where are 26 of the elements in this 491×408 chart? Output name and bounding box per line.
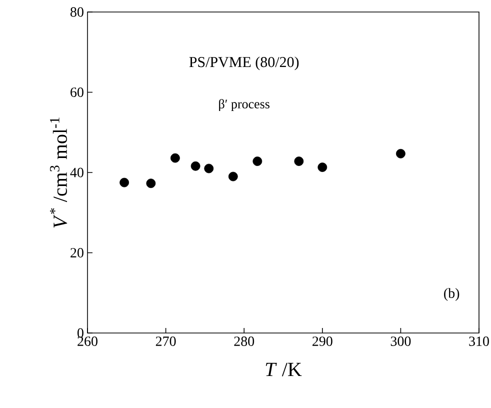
x-tick-label: 300 bbox=[390, 336, 411, 346]
y-tick-label: 80 bbox=[70, 7, 84, 17]
y-tick-label: 40 bbox=[70, 168, 84, 178]
point bbox=[252, 156, 262, 166]
point bbox=[146, 178, 156, 188]
y-axis-title: V$^{*}$ /cm$^{3}$ mol$^{-1}$ bbox=[50, 118, 68, 228]
y-tick-label: 0 bbox=[78, 328, 84, 338]
point bbox=[120, 178, 129, 188]
point bbox=[396, 148, 406, 158]
y-tick-label: 60 bbox=[70, 88, 84, 97]
x-tick-label: 290 bbox=[312, 336, 332, 346]
point bbox=[318, 162, 328, 172]
annotation: PS/PVME (80/20) bbox=[189, 56, 299, 70]
point bbox=[190, 161, 200, 171]
x-tick-label: 260 bbox=[78, 336, 98, 346]
point bbox=[294, 156, 304, 166]
x-axis-title: T /K bbox=[266, 362, 302, 376]
annotation: (b) bbox=[444, 288, 460, 301]
annotation: β′ process bbox=[219, 99, 270, 112]
point bbox=[228, 172, 238, 182]
x-tick-label: 270 bbox=[156, 336, 176, 346]
y-tick-label: 20 bbox=[70, 248, 84, 258]
point bbox=[170, 153, 180, 163]
x-tick-label: 310 bbox=[469, 336, 489, 346]
point bbox=[204, 164, 214, 174]
x-tick-label: 280 bbox=[234, 336, 254, 346]
